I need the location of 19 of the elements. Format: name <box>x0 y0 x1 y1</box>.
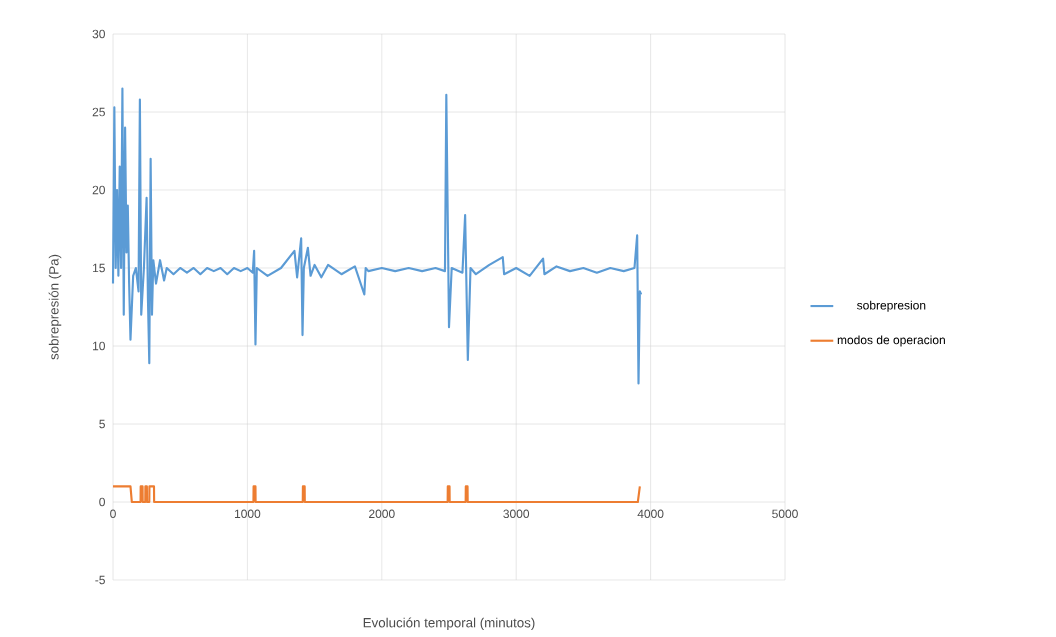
y-tick-label: 25 <box>92 107 105 117</box>
x-tick-label: 3000 <box>503 509 530 519</box>
y-tick-label: 30 <box>92 29 105 39</box>
y-tick-label: 0 <box>99 497 105 507</box>
y-tick-label: 15 <box>93 263 105 273</box>
x-tick-label: 0 <box>110 509 116 519</box>
x-tick-label: 2000 <box>369 509 395 519</box>
legend-label: modos de operacion <box>837 335 945 347</box>
legend-label: sobrepresion <box>857 300 926 312</box>
line-series <box>111 87 643 385</box>
x-tick-label: 5000 <box>772 509 798 519</box>
x-axis-title: Evolución temporal (minutos) <box>363 617 535 631</box>
y-tick-label: 5 <box>99 419 105 429</box>
y-tick-label: -5 <box>95 575 105 585</box>
y-tick-label: 20 <box>92 185 105 195</box>
y-axis-title: sobrepresión (Pa) <box>48 254 62 360</box>
x-tick-label: 4000 <box>637 509 664 519</box>
x-tick-label: 1000 <box>234 509 261 519</box>
y-tick-label: 10 <box>93 341 105 351</box>
